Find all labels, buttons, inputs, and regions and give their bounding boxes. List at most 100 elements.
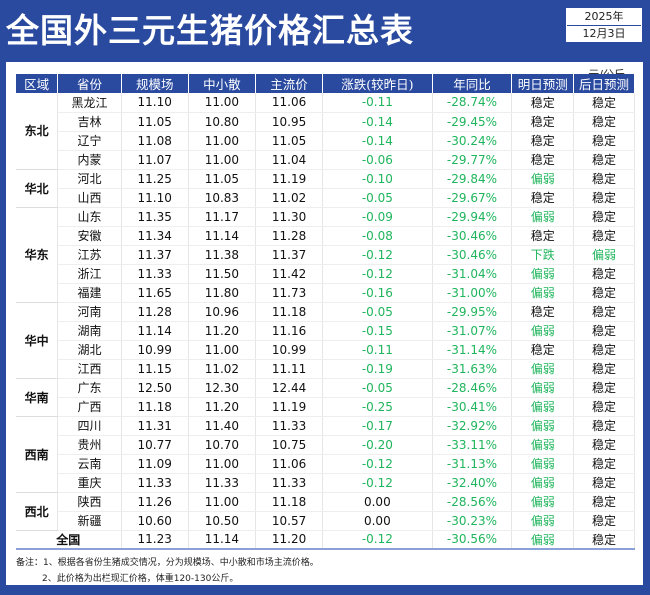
province-cell: 河北 xyxy=(57,169,122,189)
large-farm-price-cell: 10.99 xyxy=(121,340,189,360)
column-header: 明日预测 xyxy=(511,74,575,93)
province-cell: 云南 xyxy=(57,454,122,474)
table-row: 湖北 10.99 11.00 10.99 -0.11 -31.14% 稳定 稳定 xyxy=(16,340,635,360)
change-cell: -0.05 xyxy=(322,378,433,398)
mainstream-price-cell: 11.18 xyxy=(255,302,324,322)
region-cell: 东北 xyxy=(16,93,59,170)
mainstream-price-cell: 11.11 xyxy=(255,359,324,379)
forecast-day-after-cell: 稳定 xyxy=(573,207,635,227)
large-farm-price-cell: 11.10 xyxy=(121,188,189,208)
mainstream-price-cell: 11.30 xyxy=(255,207,324,227)
large-farm-price-cell: 11.65 xyxy=(121,283,189,303)
small-farm-price-cell: 11.14 xyxy=(188,530,256,550)
province-cell: 贵州 xyxy=(57,435,122,455)
change-cell: -0.09 xyxy=(322,207,433,227)
forecast-tomorrow-cell: 偏弱 xyxy=(511,283,575,303)
large-farm-price-cell: 11.18 xyxy=(121,397,189,417)
forecast-day-after-cell: 稳定 xyxy=(573,169,635,189)
small-farm-price-cell: 11.02 xyxy=(188,359,256,379)
forecast-tomorrow-cell: 稳定 xyxy=(511,131,575,151)
small-farm-price-cell: 10.50 xyxy=(188,511,256,531)
change-cell: -0.11 xyxy=(322,93,433,113)
province-cell: 重庆 xyxy=(57,473,122,493)
forecast-tomorrow-cell: 偏弱 xyxy=(511,264,575,284)
table-row: 福建 11.65 11.80 11.73 -0.16 -31.00% 偏弱 稳定 xyxy=(16,283,635,303)
yoy-cell: -28.74% xyxy=(432,93,513,113)
province-cell: 内蒙 xyxy=(57,150,122,170)
forecast-day-after-cell: 稳定 xyxy=(573,435,635,455)
large-farm-price-cell: 10.60 xyxy=(121,511,189,531)
yoy-cell: -30.56% xyxy=(432,530,513,550)
change-cell: -0.15 xyxy=(322,321,433,341)
change-cell: -0.10 xyxy=(322,169,433,189)
forecast-day-after-cell: 稳定 xyxy=(573,131,635,151)
large-farm-price-cell: 10.77 xyxy=(121,435,189,455)
forecast-day-after-cell: 稳定 xyxy=(573,454,635,474)
forecast-tomorrow-cell: 偏弱 xyxy=(511,169,575,189)
yoy-cell: -28.56% xyxy=(432,492,513,512)
large-farm-price-cell: 11.14 xyxy=(121,321,189,341)
forecast-tomorrow-cell: 稳定 xyxy=(511,188,575,208)
yoy-cell: -29.84% xyxy=(432,169,513,189)
mainstream-price-cell: 11.06 xyxy=(255,93,324,113)
province-cell: 安徽 xyxy=(57,226,122,246)
column-header: 后日预测 xyxy=(573,74,635,93)
province-cell: 广西 xyxy=(57,397,122,417)
province-cell: 河南 xyxy=(57,302,122,322)
column-header: 中小散 xyxy=(188,74,256,93)
column-header: 主流价 xyxy=(255,74,324,93)
table-row: 辽宁 11.08 11.00 11.05 -0.14 -30.24% 稳定 稳定 xyxy=(16,131,635,151)
change-cell: -0.14 xyxy=(322,112,433,132)
table-row: 湖南 11.14 11.20 11.16 -0.15 -31.07% 偏弱 稳定 xyxy=(16,321,635,341)
forecast-day-after-cell: 稳定 xyxy=(573,492,635,512)
table-row: 江西 11.15 11.02 11.11 -0.19 -31.63% 偏弱 稳定 xyxy=(16,359,635,379)
large-farm-price-cell: 11.28 xyxy=(121,302,189,322)
change-cell: -0.12 xyxy=(322,264,433,284)
page-title: 全国外三元生猪价格汇总表 xyxy=(6,11,414,50)
change-cell: -0.08 xyxy=(322,226,433,246)
mainstream-price-cell: 11.18 xyxy=(255,492,324,512)
yoy-cell: -31.00% xyxy=(432,283,513,303)
mainstream-price-cell: 11.20 xyxy=(255,530,324,550)
change-cell: 0.00 xyxy=(322,492,433,512)
large-farm-price-cell: 11.34 xyxy=(121,226,189,246)
mainstream-price-cell: 11.33 xyxy=(255,416,324,436)
change-cell: -0.19 xyxy=(322,359,433,379)
large-farm-price-cell: 11.31 xyxy=(121,416,189,436)
mainstream-price-cell: 10.75 xyxy=(255,435,324,455)
region-cell: 西北 xyxy=(16,492,59,531)
column-header: 规模场 xyxy=(121,74,189,93)
forecast-day-after-cell: 稳定 xyxy=(573,511,635,531)
national-row: 全国 11.23 11.14 11.20 -0.12 -30.56% 偏弱 稳定 xyxy=(16,530,635,550)
table-row: 华东 山东 11.35 11.17 11.30 -0.09 -29.94% 偏弱 稳定 xyxy=(16,207,635,303)
forecast-tomorrow-cell: 偏弱 xyxy=(511,397,575,417)
province-cell: 辽宁 xyxy=(57,131,122,151)
small-farm-price-cell: 11.20 xyxy=(188,397,256,417)
yoy-cell: -29.94% xyxy=(432,207,513,227)
column-header: 区域 xyxy=(16,74,59,93)
forecast-tomorrow-cell: 稳定 xyxy=(511,226,575,246)
small-farm-price-cell: 12.30 xyxy=(188,378,256,398)
small-farm-price-cell: 11.05 xyxy=(188,169,256,189)
yoy-cell: -33.11% xyxy=(432,435,513,455)
forecast-tomorrow-cell: 偏弱 xyxy=(511,511,575,531)
mainstream-price-cell: 10.99 xyxy=(255,340,324,360)
table-row: 安徽 11.34 11.14 11.28 -0.08 -30.46% 稳定 稳定 xyxy=(16,226,635,246)
mainstream-price-cell: 11.28 xyxy=(255,226,324,246)
small-farm-price-cell: 11.00 xyxy=(188,340,256,360)
forecast-day-after-cell: 稳定 xyxy=(573,188,635,208)
large-farm-price-cell: 11.15 xyxy=(121,359,189,379)
large-farm-price-cell: 11.09 xyxy=(121,454,189,474)
forecast-day-after-cell: 稳定 xyxy=(573,302,635,322)
forecast-tomorrow-cell: 偏弱 xyxy=(511,530,575,550)
yoy-cell: -31.13% xyxy=(432,454,513,474)
large-farm-price-cell: 11.10 xyxy=(121,93,189,113)
yoy-cell: -30.41% xyxy=(432,397,513,417)
province-cell: 新疆 xyxy=(57,511,122,531)
table-row: 华南 广东 12.50 12.30 12.44 -0.05 -28.46% 偏弱 稳定 xyxy=(16,378,635,417)
forecast-tomorrow-cell: 偏弱 xyxy=(511,454,575,474)
large-farm-price-cell: 11.23 xyxy=(121,530,189,550)
province-cell: 陕西 xyxy=(57,492,122,512)
column-header: 省份 xyxy=(57,74,122,93)
forecast-tomorrow-cell: 稳定 xyxy=(511,150,575,170)
